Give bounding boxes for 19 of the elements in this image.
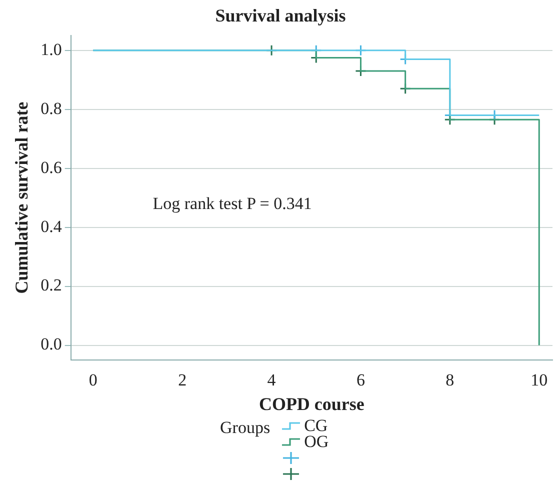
y-tick-label: 0.2 [40,276,62,295]
legend-label: OG [304,432,329,451]
x-tick-label: 4 [267,370,276,390]
y-tick-label: 0.0 [40,334,62,354]
x-tick-label: 10 [530,370,548,390]
x-axis-title: COPD course [258,394,364,414]
y-tick-label: 1.0 [40,40,62,59]
chart-title: Survival analysis [215,5,346,26]
y-tick-label: 0.6 [40,158,62,177]
x-tick-label: 0 [88,370,98,390]
y-axis-title: Cumulative survival rate [11,102,32,294]
x-tick-label: 8 [446,370,454,390]
y-tick-label: 0.8 [40,98,62,118]
annotation: Log rank test P = 0.341 [152,194,312,213]
x-tick-label: 6 [356,370,365,390]
x-tick-label: 2 [178,370,187,390]
y-tick-label: 0.4 [40,216,62,236]
legend-label: CG [304,416,328,435]
legend-title: Groups [220,418,270,439]
